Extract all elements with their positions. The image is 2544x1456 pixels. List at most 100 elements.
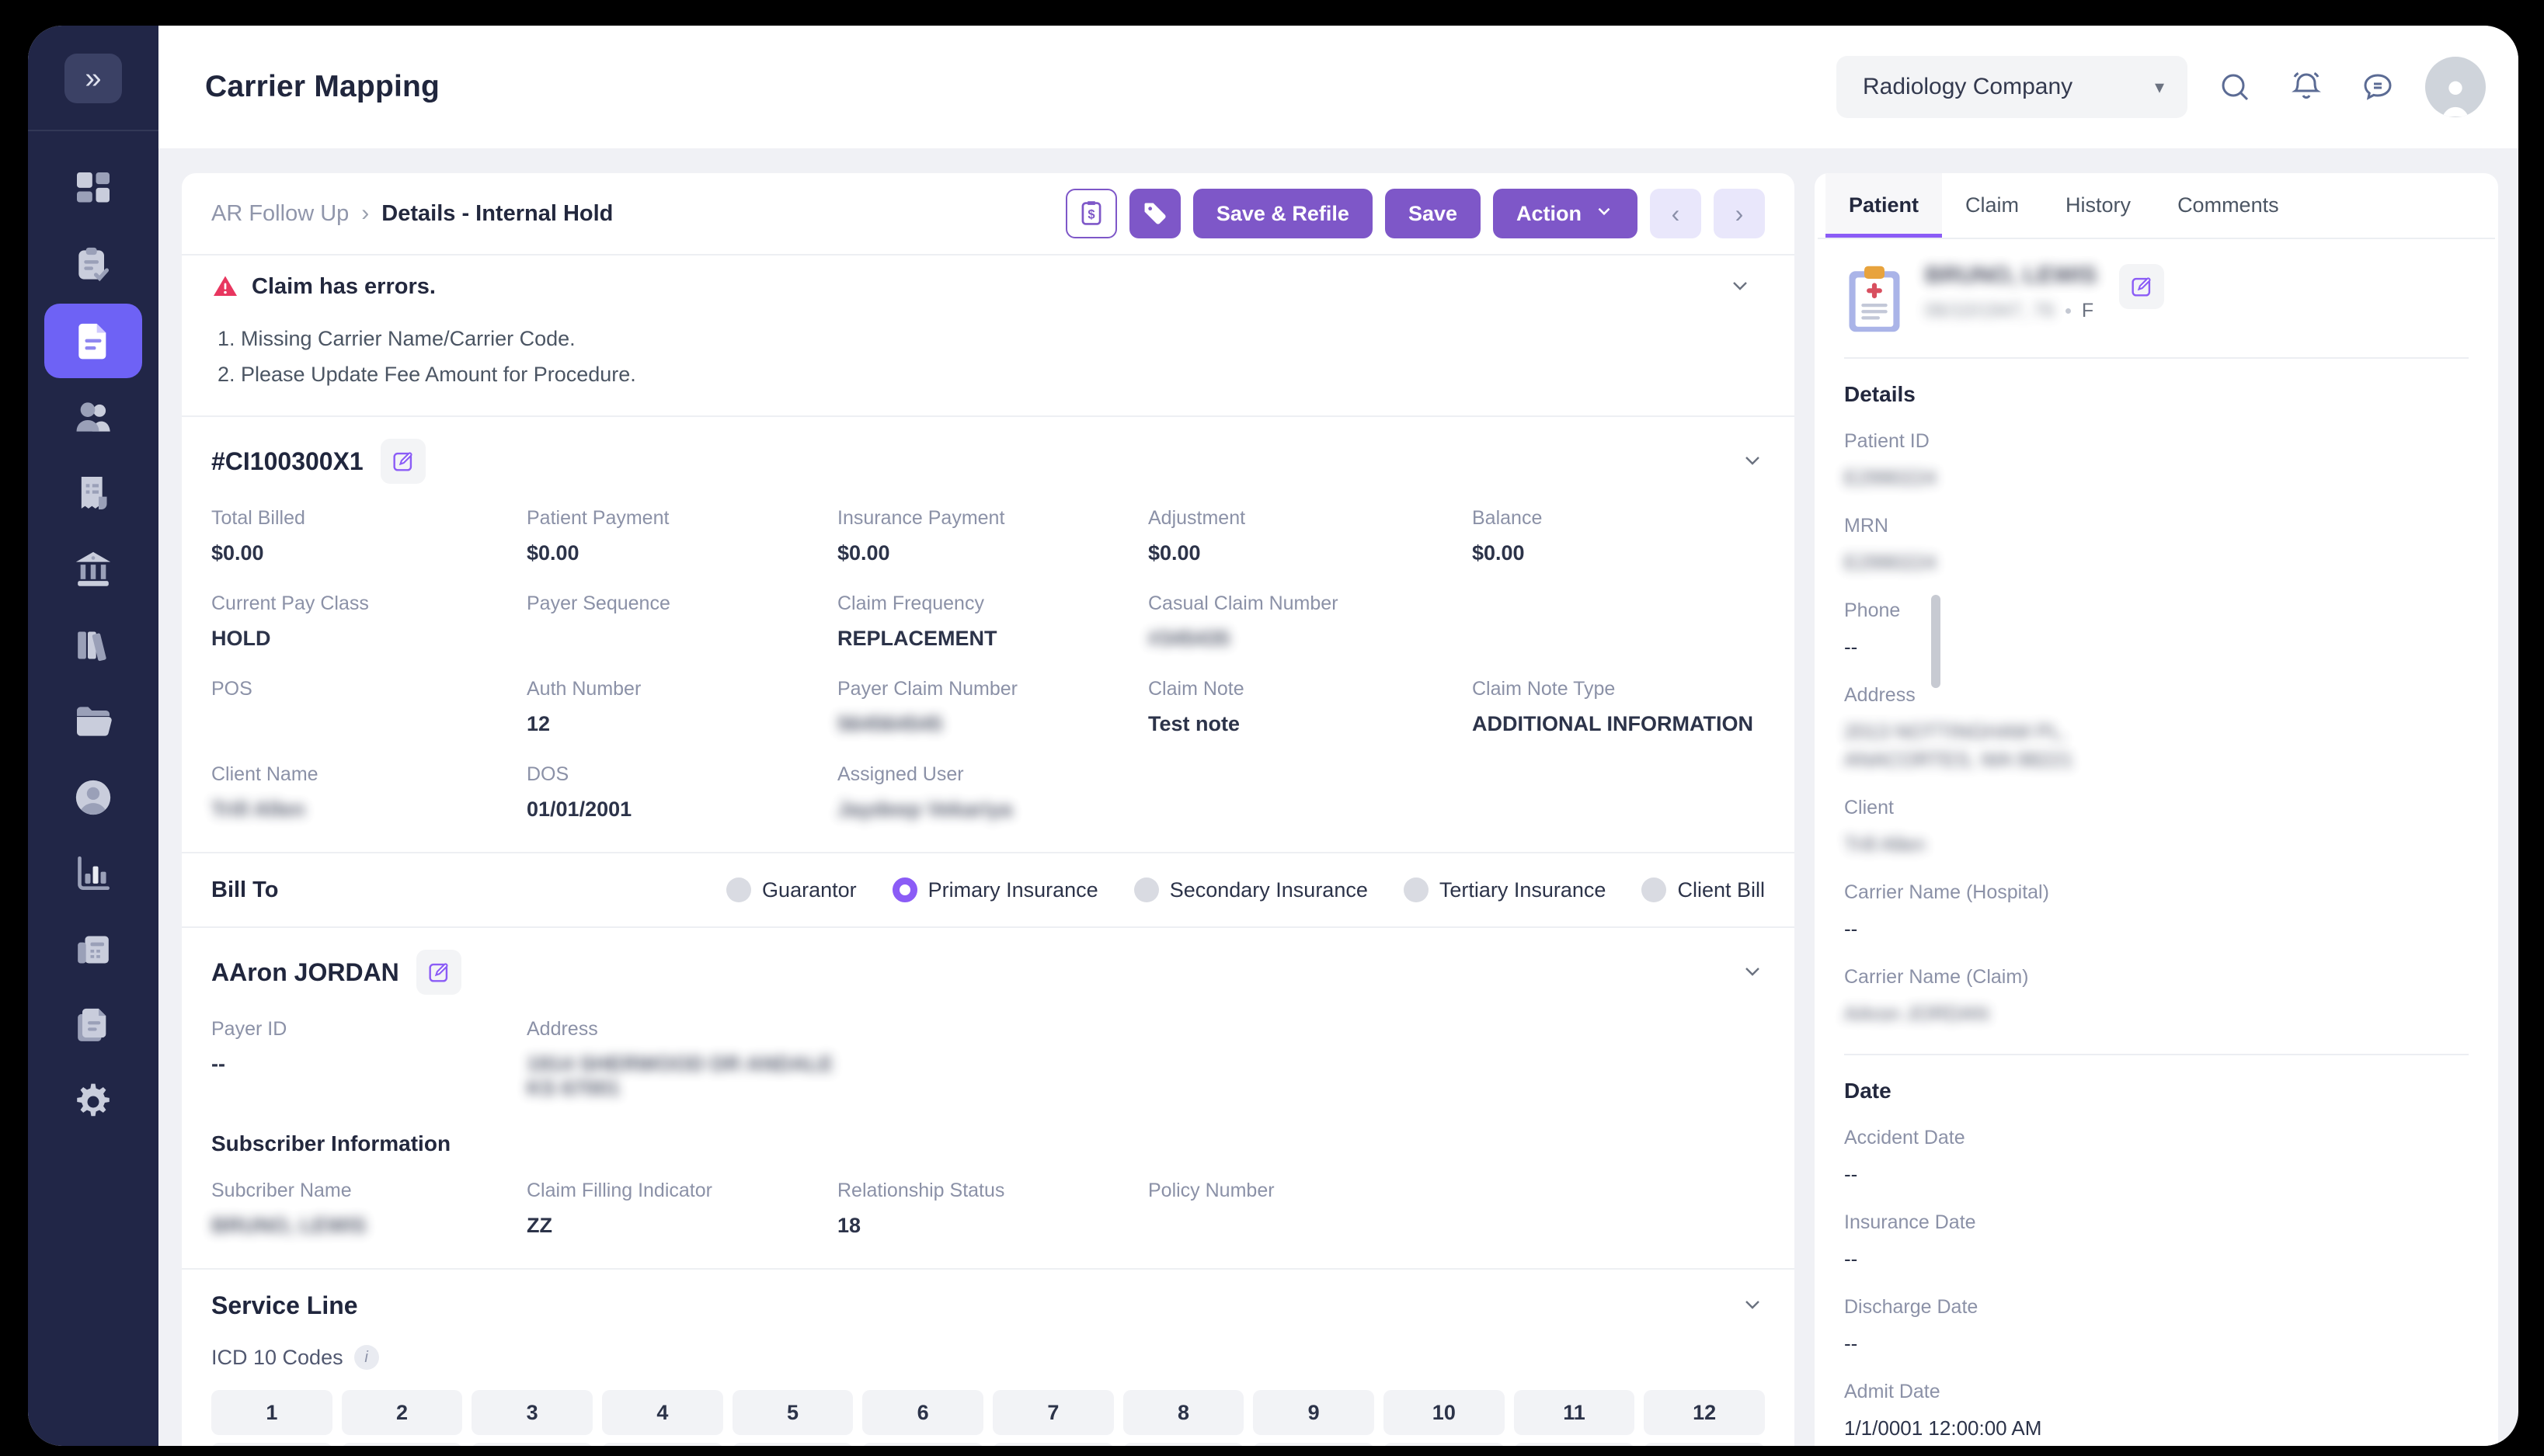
- edit-patient-button[interactable]: [2118, 264, 2164, 309]
- right-panel-tab-comments[interactable]: Comments: [2154, 173, 2302, 238]
- bill-to-label: Bill To: [211, 877, 279, 902]
- field-value: $0.00: [1472, 541, 1525, 565]
- sidebar-item-documents[interactable]: [44, 989, 142, 1063]
- sidebar-item-tasks[interactable]: [44, 228, 142, 302]
- save-refile-button[interactable]: Save & Refile: [1192, 189, 1373, 238]
- right-panel-tab-claim[interactable]: Claim: [1942, 173, 2042, 238]
- patient-card: BRUNO, LEWIS 06/10/1947, 76 F: [1844, 239, 2469, 359]
- icd-code-input[interactable]: A011: [602, 1443, 723, 1446]
- field-label: DOS: [527, 763, 569, 785]
- icd-code-input[interactable]: A0229: [1253, 1443, 1374, 1446]
- sidebar-item-settings[interactable]: [44, 1065, 142, 1139]
- field: Payer Sequence: [527, 592, 837, 655]
- field-value: ADDITIONAL INFORMATION: [1472, 712, 1753, 735]
- messages-icon[interactable]: [2354, 63, 2402, 111]
- sidebar-item-dashboard[interactable]: [44, 151, 142, 226]
- field-label: Phone: [1844, 599, 1901, 621]
- sidebar-item-reports[interactable]: [44, 836, 142, 911]
- right-panel-tab-history[interactable]: History: [2042, 173, 2154, 238]
- radio-label: Primary Insurance: [927, 877, 1098, 902]
- bill-to-option-tertiary-insurance[interactable]: Tertiary Insurance: [1403, 877, 1606, 902]
- save-button[interactable]: Save: [1384, 189, 1481, 238]
- radio-icon: [1133, 877, 1159, 902]
- breadcrumb-parent[interactable]: AR Follow Up: [211, 200, 350, 226]
- divider: [182, 254, 1794, 255]
- sidebar-item-library[interactable]: [44, 608, 142, 683]
- error-collapse-button[interactable]: [1728, 273, 1765, 301]
- icd-code-input[interactable]: A043: [1383, 1443, 1505, 1446]
- details-heading: Details: [1844, 382, 1916, 406]
- bill-to-option-primary-insurance[interactable]: Primary Insurance: [892, 877, 1098, 902]
- icd-code-input[interactable]: A0222: [862, 1443, 983, 1446]
- icd-code-input[interactable]: A0103: [211, 1443, 332, 1446]
- icd-column-header: 11: [1513, 1390, 1635, 1435]
- icd-code-input[interactable]: A0102: [472, 1443, 593, 1446]
- claim-fee-button[interactable]: $: [1065, 189, 1117, 238]
- field-value: --: [211, 1052, 225, 1075]
- claim-detail-card: AR Follow Up › Details - Internal Hold $…: [182, 173, 1794, 1446]
- patients-icon: [76, 402, 110, 432]
- field-label: Casual Claim Number: [1148, 592, 1338, 614]
- claim-section: #CI100300X1 Total Billed $0.00 Patient Pay…: [182, 417, 1794, 852]
- icd-code-input[interactable]: A0109: [732, 1443, 854, 1446]
- detail-field: Client Trill Allen: [1844, 797, 2469, 858]
- field-row: POS Auth Number 12 Payer Claim Number 564564…: [211, 678, 1765, 740]
- field-label: Carrier Name (Claim): [1844, 966, 2029, 988]
- icd-code-input[interactable]: A020: [1513, 1443, 1635, 1446]
- sidebar-item-billing[interactable]: [44, 456, 142, 530]
- field-value: Test note: [1148, 712, 1241, 735]
- vertical-scrollbar[interactable]: [1931, 595, 1940, 688]
- edit-insured-button[interactable]: [416, 950, 461, 995]
- page-title: Carrier Mapping: [205, 70, 440, 103]
- field-value: 18: [837, 1214, 861, 1237]
- field-label: Claim Filling Indicator: [527, 1180, 712, 1201]
- icd-code-input[interactable]: A021: [993, 1443, 1114, 1446]
- search-icon[interactable]: [2211, 63, 2259, 111]
- tasks-icon: [78, 247, 110, 282]
- next-claim-button[interactable]: ›: [1714, 189, 1765, 238]
- sidebar-expand-button[interactable]: »: [64, 54, 122, 103]
- claim-collapse-button[interactable]: [1740, 448, 1765, 475]
- sidebar-item-patients[interactable]: [44, 380, 142, 454]
- field-label: Insurance Date: [1844, 1211, 1976, 1233]
- icd-code-input[interactable]: A001: [341, 1443, 463, 1446]
- settings-icon: [77, 1083, 110, 1117]
- bill-to-option-guarantor[interactable]: Guarantor: [726, 877, 857, 902]
- field-row: Payer ID -- Address 1914 SHERWOOD DR ANDALE…: [211, 1018, 1765, 1100]
- bill-to-option-secondary-insurance[interactable]: Secondary Insurance: [1133, 877, 1368, 902]
- field-value: $0.00: [211, 541, 264, 565]
- toolbar-row: AR Follow Up › Details - Internal Hold $…: [182, 173, 1794, 254]
- field-label: Relationship Status: [837, 1180, 1005, 1201]
- service-line-collapse-button[interactable]: [1740, 1292, 1765, 1319]
- previous-claim-button[interactable]: ‹: [1650, 189, 1701, 238]
- sidebar-item-profile[interactable]: [44, 760, 142, 835]
- sidebar-item-claims[interactable]: [44, 304, 142, 378]
- patient-dob: 06/10/1947, 76: [1925, 300, 2055, 321]
- tag-button[interactable]: [1129, 189, 1181, 238]
- right-panel-tab-patient[interactable]: Patient: [1825, 173, 1943, 238]
- action-button[interactable]: Action: [1493, 189, 1637, 238]
- icd-code-input[interactable]: A0224: [1644, 1443, 1765, 1446]
- sidebar-item-institution[interactable]: [44, 532, 142, 606]
- notifications-icon[interactable]: [2282, 63, 2330, 111]
- detail-field: Discharge Date --: [1844, 1296, 2469, 1357]
- field-label: Accident Date: [1844, 1127, 1965, 1148]
- company-selector[interactable]: Radiology Company ▾: [1836, 56, 2187, 118]
- avatar[interactable]: [2425, 57, 2486, 117]
- edit-icon: [393, 452, 412, 471]
- field-value: [1148, 1214, 1472, 1242]
- bill-to-options: Guarantor Primary Insurance Secondary Insu…: [726, 877, 1765, 902]
- divider: [182, 926, 1794, 928]
- breadcrumb-current: Details - Internal Hold: [381, 200, 614, 226]
- field: Claim Note Test note: [1148, 678, 1472, 740]
- sidebar-item-files[interactable]: [44, 684, 142, 759]
- sidebar-item-fax[interactable]: [44, 912, 142, 987]
- field: Adjustment $0.00: [1148, 507, 1472, 569]
- field: Insurance Payment $0.00: [837, 507, 1148, 569]
- edit-claim-button[interactable]: [380, 439, 426, 484]
- radio-label: Tertiary Insurance: [1439, 877, 1606, 902]
- bill-to-option-client-bill[interactable]: Client Bill: [1641, 877, 1765, 902]
- insured-collapse-button[interactable]: [1740, 959, 1765, 986]
- error-banner-title: Claim has errors.: [252, 273, 436, 299]
- icd-code-input[interactable]: A0220: [1122, 1443, 1244, 1446]
